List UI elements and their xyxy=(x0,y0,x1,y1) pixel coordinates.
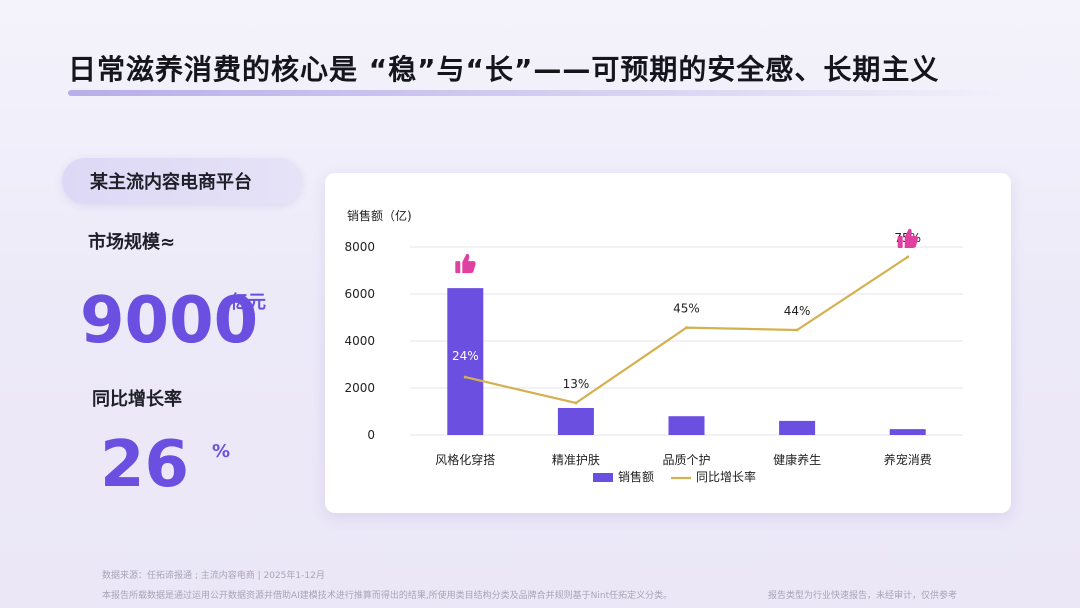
x-tick-label: 养宠消费 xyxy=(884,452,932,467)
y-tick-label: 8000 xyxy=(344,240,375,254)
growth-point xyxy=(906,255,910,259)
growth-point xyxy=(574,401,578,405)
bar xyxy=(447,288,484,435)
growth-point xyxy=(685,326,688,330)
market-size-value: 9000 xyxy=(80,284,259,358)
y-tick-label: 2000 xyxy=(344,381,375,395)
growth-data-label: 24% xyxy=(452,349,479,363)
platform-label: 某主流内容电商平台 xyxy=(90,172,252,193)
thumbs-up-icon xyxy=(455,253,476,274)
x-tick-label: 品质个护 xyxy=(662,453,710,467)
legend-label-line: 同比增长率 xyxy=(696,469,756,484)
growth-point xyxy=(463,375,467,379)
growth-point xyxy=(795,328,799,332)
footnote-source: 数据来源：任拓谛报通 ; 主流内容电商 | 2025年1-12月 xyxy=(102,571,325,581)
sales-growth-chart: 销售额（亿) 0 2000 4000 6000 8000 风格化穿搭 精准护肤 品质个护 健康养生… xyxy=(344,208,963,484)
growth-rate-label: 同比增长率 xyxy=(92,389,182,410)
page-title: 日常滋养消费的核心是 “稳”与“长”——可预期的安全感、长期主义 xyxy=(68,53,940,86)
y-tick-label: 6000 xyxy=(344,287,375,301)
growth-line xyxy=(465,256,909,405)
growth-data-label: 44% xyxy=(784,304,811,318)
y-axis-title: 销售额（亿) xyxy=(347,208,412,223)
growth-data-label: 45% xyxy=(673,302,700,316)
y-tick-label: 4000 xyxy=(344,334,375,348)
growth-data-label: 13% xyxy=(563,377,590,391)
growth-rate-value: 26 xyxy=(100,428,190,502)
legend-label-bar: 销售额 xyxy=(618,469,654,484)
x-tick-label: 精准护肤 xyxy=(552,452,600,467)
bar xyxy=(779,420,816,435)
x-tick-label: 健康养生 xyxy=(773,452,821,467)
legend-swatch-bar xyxy=(593,473,613,482)
chart-card: 销售额（亿) 0 2000 4000 6000 8000 风格化穿搭 精准护肤 品质个护 健康养生… xyxy=(325,173,1011,513)
footnote-disclaimer: 本报告所载数据是通过运用公开数据资源并借助AI建模技术进行推算而得出的结果,所使… xyxy=(102,591,673,601)
y-tick-label: 0 xyxy=(367,428,375,442)
footnote-report-type: 报告类型为行业快速报告，未经审计，仅供参考 xyxy=(768,591,958,601)
thumbs-up-icon xyxy=(897,228,919,248)
market-size-label: 市场规模≈ xyxy=(88,232,176,253)
bar xyxy=(668,416,705,435)
market-size-unit: 亿元 xyxy=(230,292,266,313)
x-tick-label: 风格化穿搭 xyxy=(435,452,495,467)
title-underline xyxy=(68,90,1008,96)
platform-badge: 某主流内容电商平台 xyxy=(62,158,302,204)
growth-rate-unit: % xyxy=(212,441,231,462)
bar xyxy=(557,407,594,435)
bar xyxy=(889,429,926,435)
